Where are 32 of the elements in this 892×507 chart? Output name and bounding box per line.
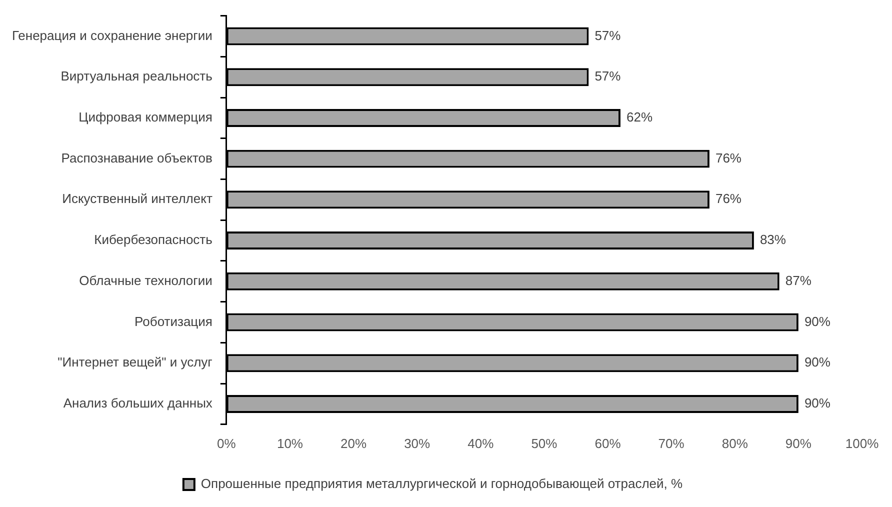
x-tick-label: 80% <box>722 436 748 451</box>
data-label: 90% <box>804 396 831 411</box>
y-tick-label: Роботизация <box>134 314 212 329</box>
y-tick-label: Распознавание объектов <box>61 150 212 166</box>
y-tick-label: "Интернет вещей" и услуг <box>58 354 213 370</box>
data-label: 76% <box>715 150 742 166</box>
y-tick-label: Виртуальная реальность <box>60 68 213 84</box>
data-label: 57% <box>594 68 622 84</box>
y-tick-label: Цифровая коммерция <box>78 110 212 125</box>
data-label: 57% <box>594 28 622 43</box>
y-tick-label: Кибербезопасность <box>94 232 213 248</box>
data-label: 62% <box>626 110 653 125</box>
x-tick-label: 60% <box>594 436 622 451</box>
data-label: 90% <box>804 314 831 329</box>
x-tick-label: 10% <box>276 436 304 451</box>
x-tick-label: 20% <box>340 436 367 451</box>
x-tick-label: 50% <box>531 436 558 451</box>
y-tick-label: Генерация и сохранение энергии <box>12 28 212 43</box>
y-tick-label: Искуственный интеллект <box>62 191 212 206</box>
data-label: 83% <box>760 232 786 248</box>
x-tick-label: 30% <box>404 436 431 451</box>
x-tick-label: 90% <box>785 436 812 451</box>
data-label: 76% <box>715 191 742 206</box>
x-tick-label: 0% <box>217 436 236 451</box>
legend-label: Опрошенные предприятия металлургической и горнодобывающей отраслей, % <box>200 476 684 492</box>
x-tick-label: 100% <box>845 436 880 451</box>
x-tick-label: 70% <box>658 436 685 451</box>
x-tick-label: 40% <box>468 436 494 451</box>
data-label: 87% <box>785 272 812 288</box>
y-tick-label: Анализ больших данных <box>63 396 213 411</box>
y-tick-label: Облачные технологии <box>79 272 212 288</box>
data-label: 90% <box>804 354 831 370</box>
